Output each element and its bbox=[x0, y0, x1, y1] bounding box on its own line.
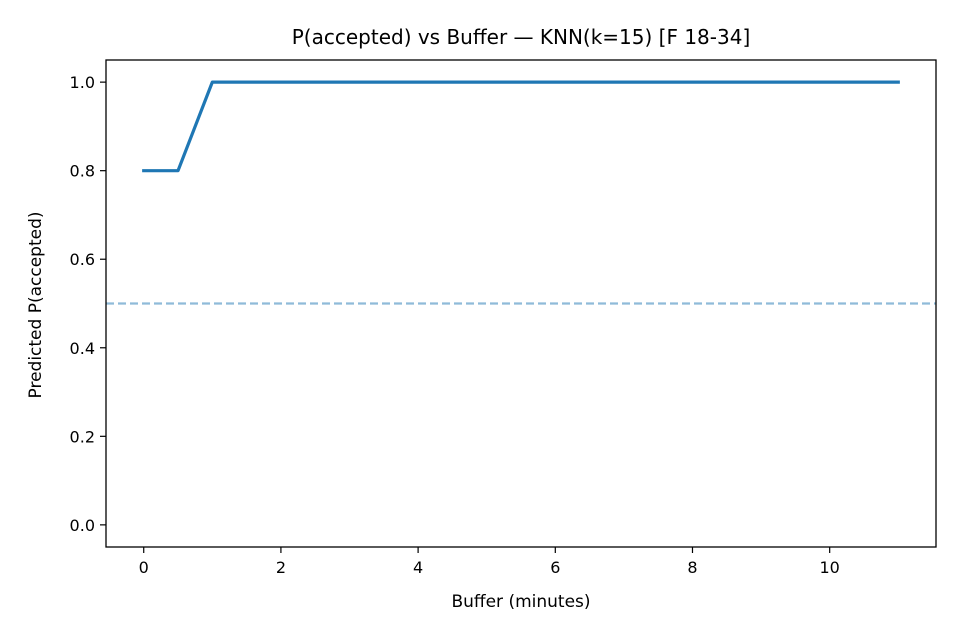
plot-frame bbox=[105, 59, 937, 548]
y-tick-label: 0.4 bbox=[70, 339, 95, 358]
x-tick-label: 4 bbox=[413, 558, 423, 577]
x-tick-label: 8 bbox=[687, 558, 697, 577]
x-axis-label: Buffer (minutes) bbox=[451, 592, 590, 612]
x-tick-label: 0 bbox=[139, 558, 149, 577]
chart-title: P(accepted) vs Buffer — KNN(k=15) [F 18-… bbox=[292, 25, 751, 49]
series-line-0 bbox=[142, 80, 900, 173]
x-tick-label: 6 bbox=[550, 558, 560, 577]
y-tick-label: 0.6 bbox=[70, 250, 95, 269]
y-tick-label: 0.0 bbox=[70, 516, 95, 535]
y-tick-label: 0.8 bbox=[70, 162, 95, 181]
x-tick-label: 10 bbox=[819, 558, 839, 577]
x-tick-label: 2 bbox=[276, 558, 286, 577]
y-axis-label: Predicted P(accepted) bbox=[26, 212, 46, 399]
y-tick-label: 0.2 bbox=[70, 427, 95, 446]
y-tick-label: 1.0 bbox=[70, 73, 95, 92]
